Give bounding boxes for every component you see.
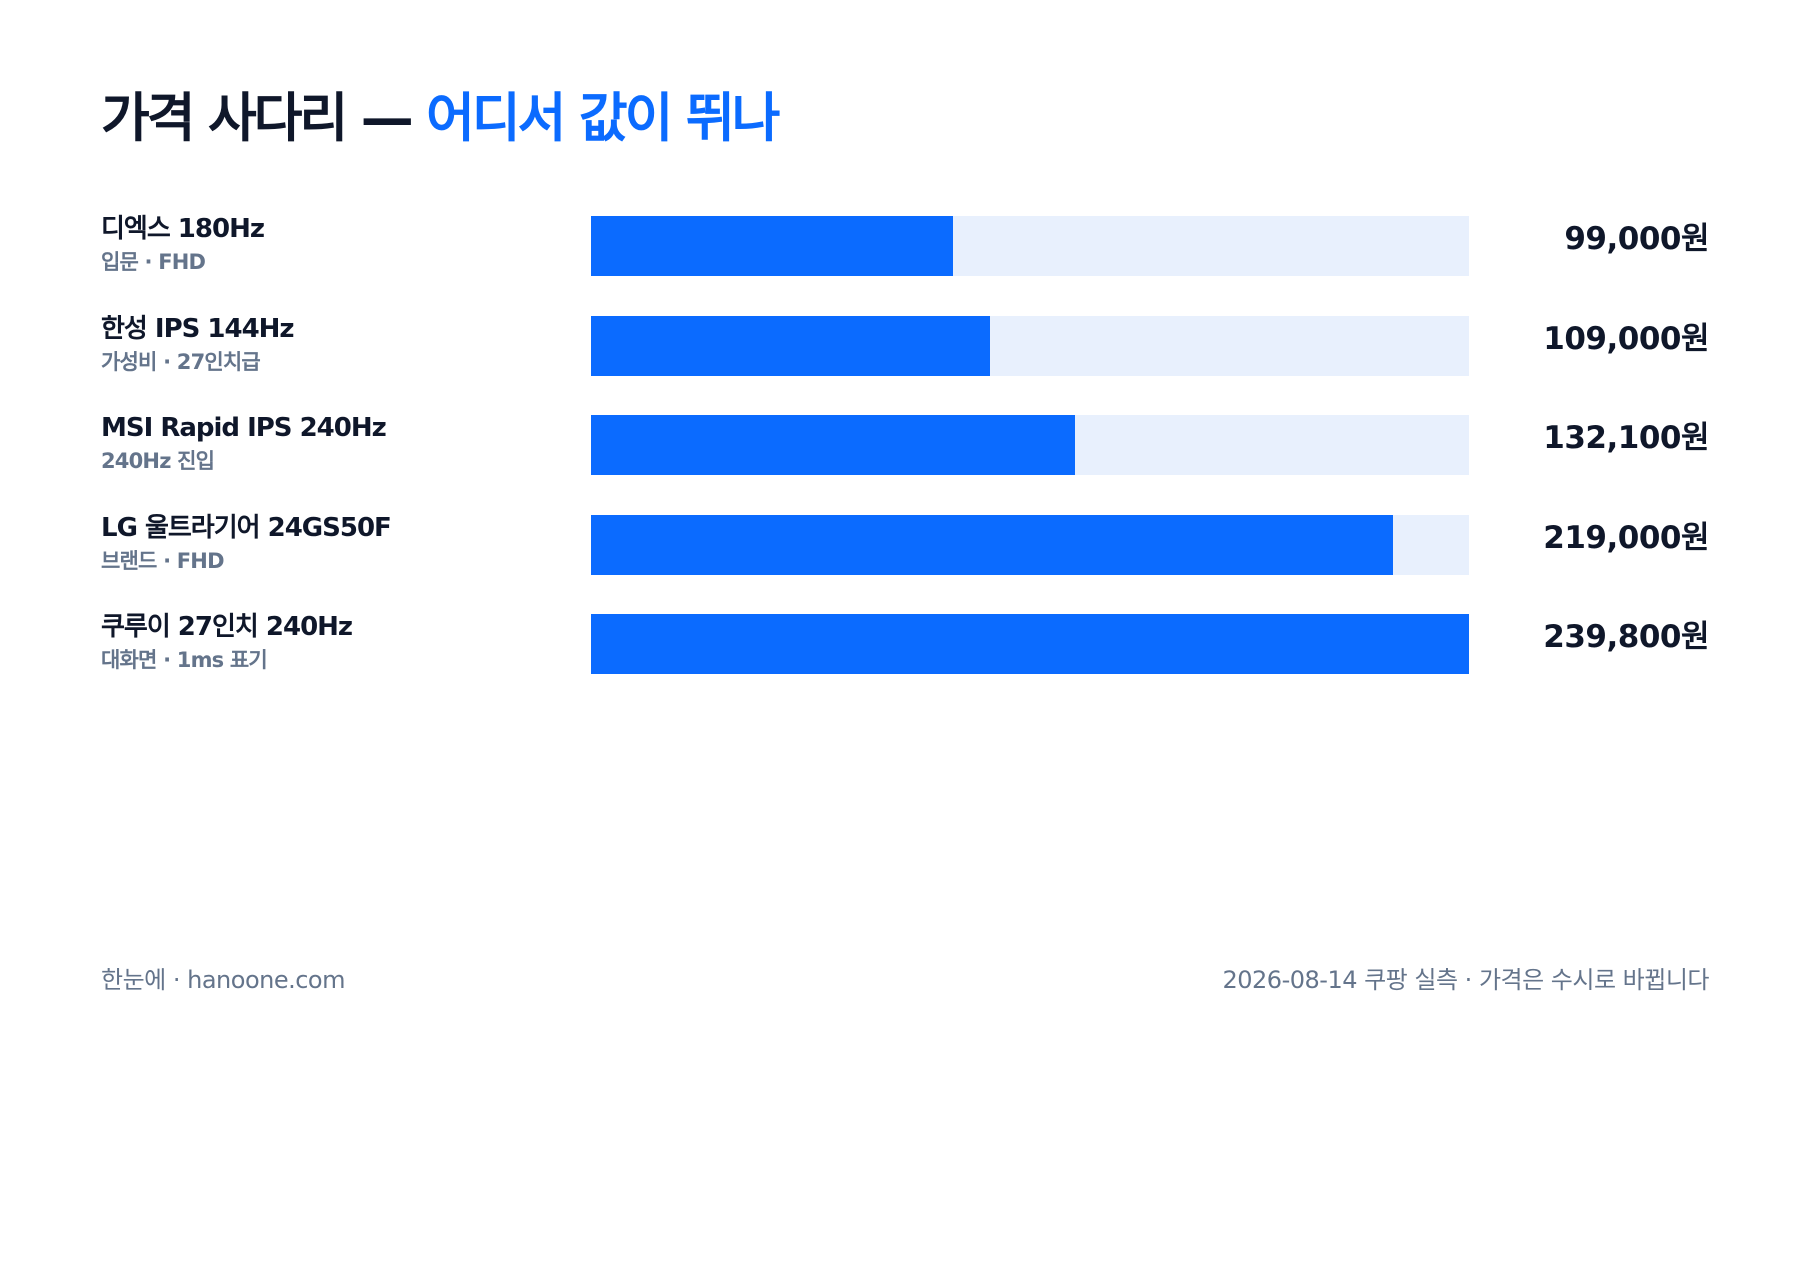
category-label: MSI Rapid IPS 240Hz — [101, 413, 387, 443]
bar — [591, 614, 1469, 674]
bar — [591, 515, 1393, 575]
category-label: 한성 IPS 144Hz — [101, 314, 295, 344]
bar — [591, 216, 953, 276]
footer-site: 한눈에 · hanoone.com — [101, 966, 346, 994]
category-label: LG 울트라기어 24GS50F — [101, 513, 392, 543]
category-subtitle: 240Hz 진입 — [101, 449, 215, 473]
bar-row: LG 울트라기어 24GS50F 브랜드 · FHD 219,000원 — [0, 506, 1800, 576]
category-subtitle: 대화면 · 1ms 표기 — [101, 648, 268, 672]
category-label: 쿠루이 27인치 240Hz — [101, 612, 353, 642]
bar-row: 디엑스 180Hz 입문 · FHD 99,000원 — [0, 207, 1800, 277]
category-subtitle: 입문 · FHD — [101, 250, 206, 274]
bar-row: 쿠루이 27인치 240Hz 대화면 · 1ms 표기 239,800원 — [0, 605, 1800, 675]
value-label: 132,100원 — [1543, 420, 1709, 456]
value-label: 99,000원 — [1564, 221, 1709, 257]
category-subtitle: 가성비 · 27인치급 — [101, 350, 261, 374]
footer-note: 2026-08-14 쿠팡 실측 · 가격은 수시로 바뀝니다 — [1222, 966, 1710, 994]
bar — [591, 415, 1075, 475]
bar-row: 한성 IPS 144Hz 가성비 · 27인치급 109,000원 — [0, 307, 1800, 377]
value-label: 239,800원 — [1543, 619, 1709, 655]
category-label: 디엑스 180Hz — [101, 214, 265, 244]
title-main: 가격 사다리 — — [101, 88, 427, 149]
price-bar-chart — [591, 216, 1469, 674]
bar — [591, 316, 990, 376]
category-subtitle: 브랜드 · FHD — [101, 549, 225, 573]
value-label: 109,000원 — [1543, 321, 1709, 357]
page-title: 가격 사다리 — 어디서 값이 뛰나 — [101, 84, 780, 154]
value-label: 219,000원 — [1543, 520, 1709, 556]
bar-row: MSI Rapid IPS 240Hz 240Hz 진입 132,100원 — [0, 406, 1800, 476]
title-accent: 어디서 값이 뛰나 — [426, 88, 780, 149]
